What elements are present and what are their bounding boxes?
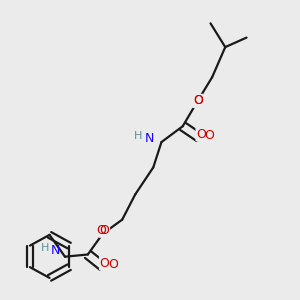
Text: O: O	[96, 224, 106, 237]
Text: O: O	[108, 258, 118, 271]
Text: N: N	[51, 244, 61, 256]
Text: O: O	[204, 129, 214, 142]
Text: N: N	[145, 132, 154, 145]
Text: O: O	[100, 224, 110, 237]
Text: H: H	[134, 131, 143, 141]
Text: O: O	[100, 256, 110, 269]
Text: H: H	[40, 243, 49, 253]
Text: O: O	[196, 128, 206, 141]
Text: O: O	[193, 94, 203, 107]
Text: O: O	[193, 94, 203, 107]
